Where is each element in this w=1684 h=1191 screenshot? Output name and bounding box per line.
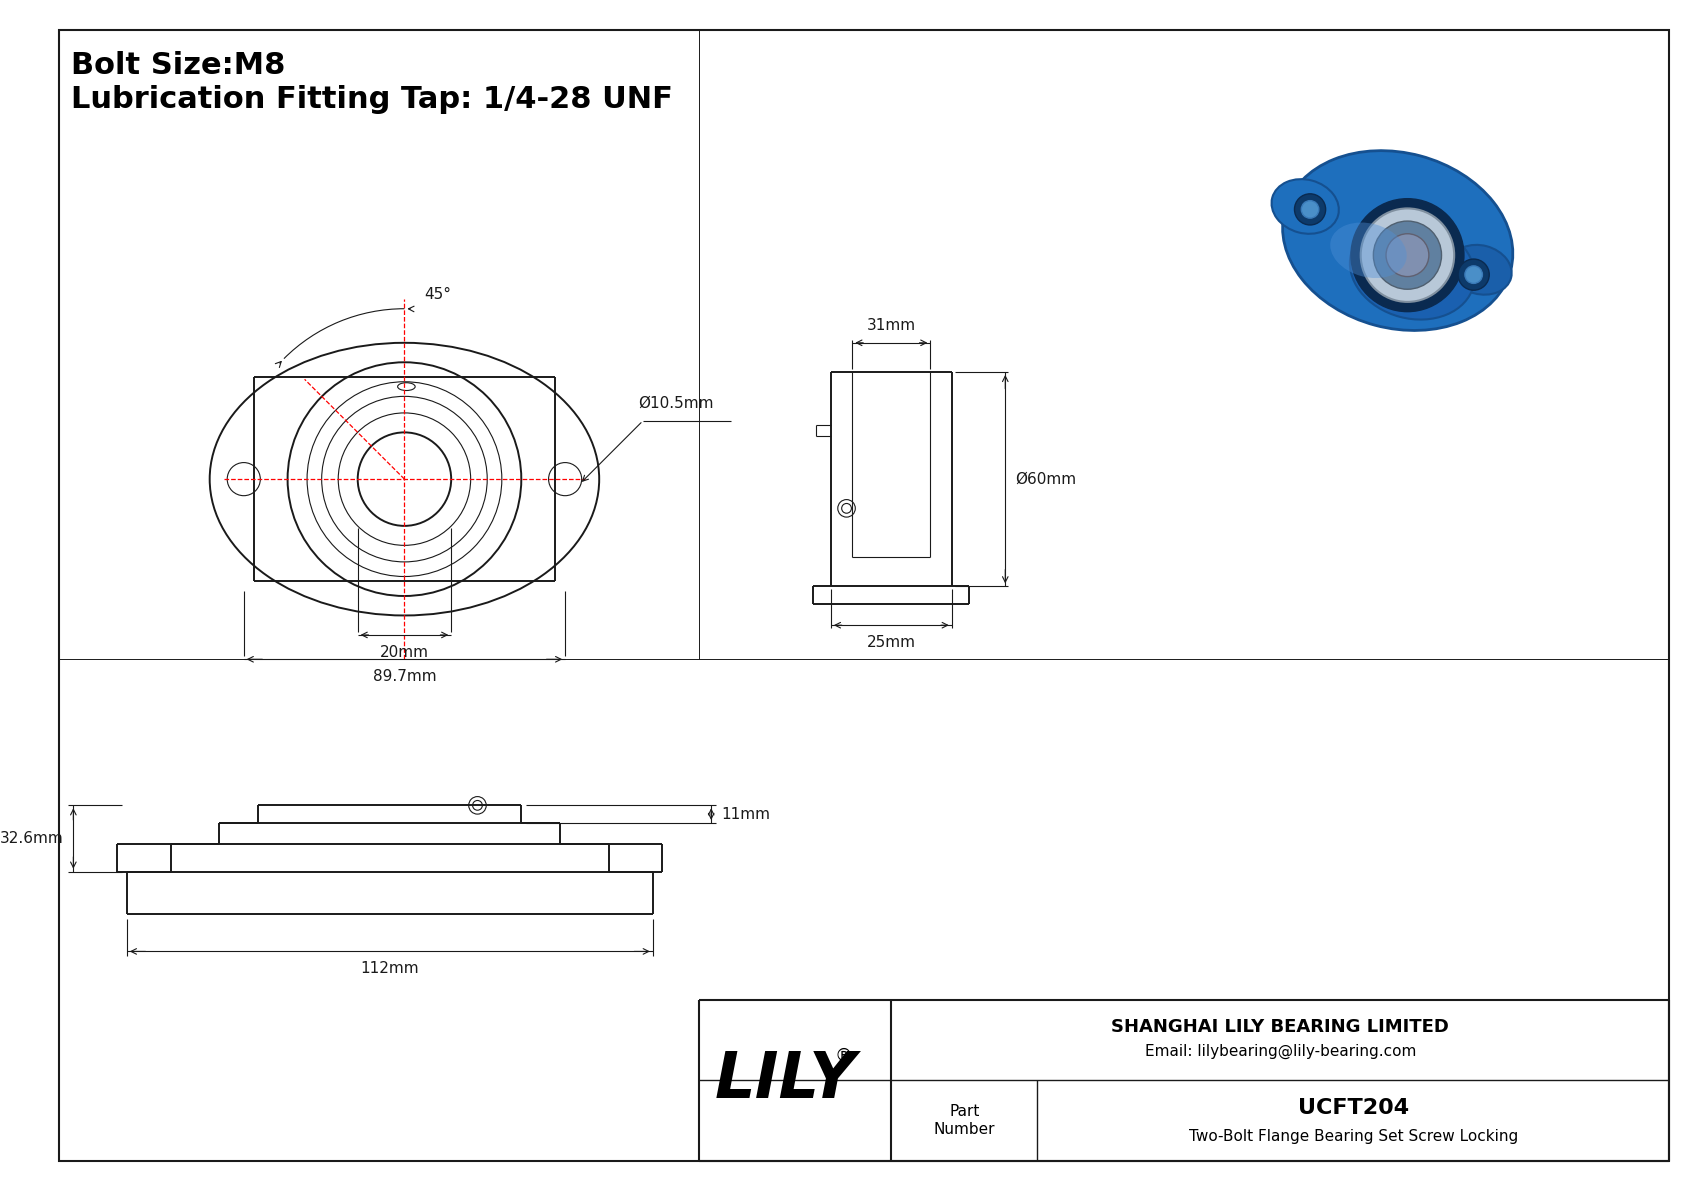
Ellipse shape	[1450, 245, 1512, 294]
Circle shape	[1361, 208, 1455, 301]
Circle shape	[1351, 199, 1463, 312]
Text: Lubrication Fitting Tap: 1/4-28 UNF: Lubrication Fitting Tap: 1/4-28 UNF	[71, 85, 674, 114]
Text: UCFT204: UCFT204	[1298, 1098, 1410, 1118]
Text: 89.7mm: 89.7mm	[372, 669, 436, 684]
Text: LILY: LILY	[714, 1049, 855, 1111]
Text: Ø10.5mm: Ø10.5mm	[638, 395, 714, 411]
Text: 112mm: 112mm	[360, 961, 419, 977]
Circle shape	[1295, 194, 1325, 225]
Ellipse shape	[1283, 150, 1512, 330]
Text: 25mm: 25mm	[867, 635, 916, 650]
Circle shape	[1374, 222, 1442, 289]
Text: 31mm: 31mm	[867, 318, 916, 333]
Circle shape	[1386, 233, 1428, 276]
Text: 11mm: 11mm	[721, 806, 770, 822]
Circle shape	[1465, 266, 1482, 283]
Text: Two-Bolt Flange Bearing Set Screw Locking: Two-Bolt Flange Bearing Set Screw Lockin…	[1189, 1129, 1517, 1145]
Ellipse shape	[1330, 223, 1406, 278]
Text: 32.6mm: 32.6mm	[0, 831, 64, 846]
Text: Ø60mm: Ø60mm	[1015, 472, 1076, 487]
Circle shape	[1458, 260, 1489, 291]
Text: 20mm: 20mm	[381, 644, 429, 660]
Text: ®: ®	[835, 1047, 852, 1065]
Text: Bolt Size:M8: Bolt Size:M8	[71, 51, 286, 80]
Text: Part
Number: Part Number	[933, 1104, 995, 1137]
Text: SHANGHAI LILY BEARING LIMITED: SHANGHAI LILY BEARING LIMITED	[1111, 1017, 1450, 1036]
Ellipse shape	[1351, 220, 1475, 319]
Text: 45°: 45°	[424, 287, 451, 301]
Ellipse shape	[1271, 179, 1339, 233]
Text: Email: lilybearing@lily-bearing.com: Email: lilybearing@lily-bearing.com	[1145, 1045, 1416, 1059]
Circle shape	[1302, 200, 1319, 218]
